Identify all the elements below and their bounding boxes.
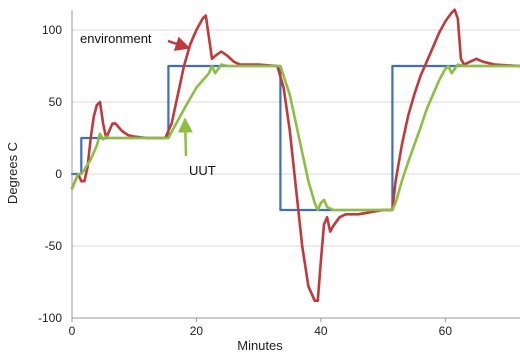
uut-annotation-label: UUT bbox=[189, 163, 216, 178]
x-tick-label: 60 bbox=[439, 324, 453, 338]
axes: -100 -50 0 50 100 0 20 40 60 bbox=[38, 10, 520, 338]
uut-series-line bbox=[70, 63, 520, 212]
y-axis-title: Degrees C bbox=[5, 142, 20, 204]
y-tick-label: 100 bbox=[42, 23, 62, 37]
y-tick-label: -100 bbox=[38, 311, 62, 325]
y-tick-label: 0 bbox=[55, 167, 62, 181]
environment-annotation-label: environment bbox=[80, 31, 152, 46]
uut-annotation-arrow bbox=[177, 117, 193, 157]
y-tick-label: -50 bbox=[45, 239, 63, 253]
x-tick-label: 40 bbox=[314, 324, 328, 338]
y-tick-label: 50 bbox=[49, 95, 63, 109]
x-tick-label: 0 bbox=[69, 324, 76, 338]
environment-annotation-arrow bbox=[167, 36, 191, 51]
environment-series-line bbox=[70, 8, 520, 302]
series-layer bbox=[70, 8, 520, 302]
x-tick-label: 20 bbox=[190, 324, 204, 338]
x-axis-title: Minutes bbox=[237, 338, 283, 353]
